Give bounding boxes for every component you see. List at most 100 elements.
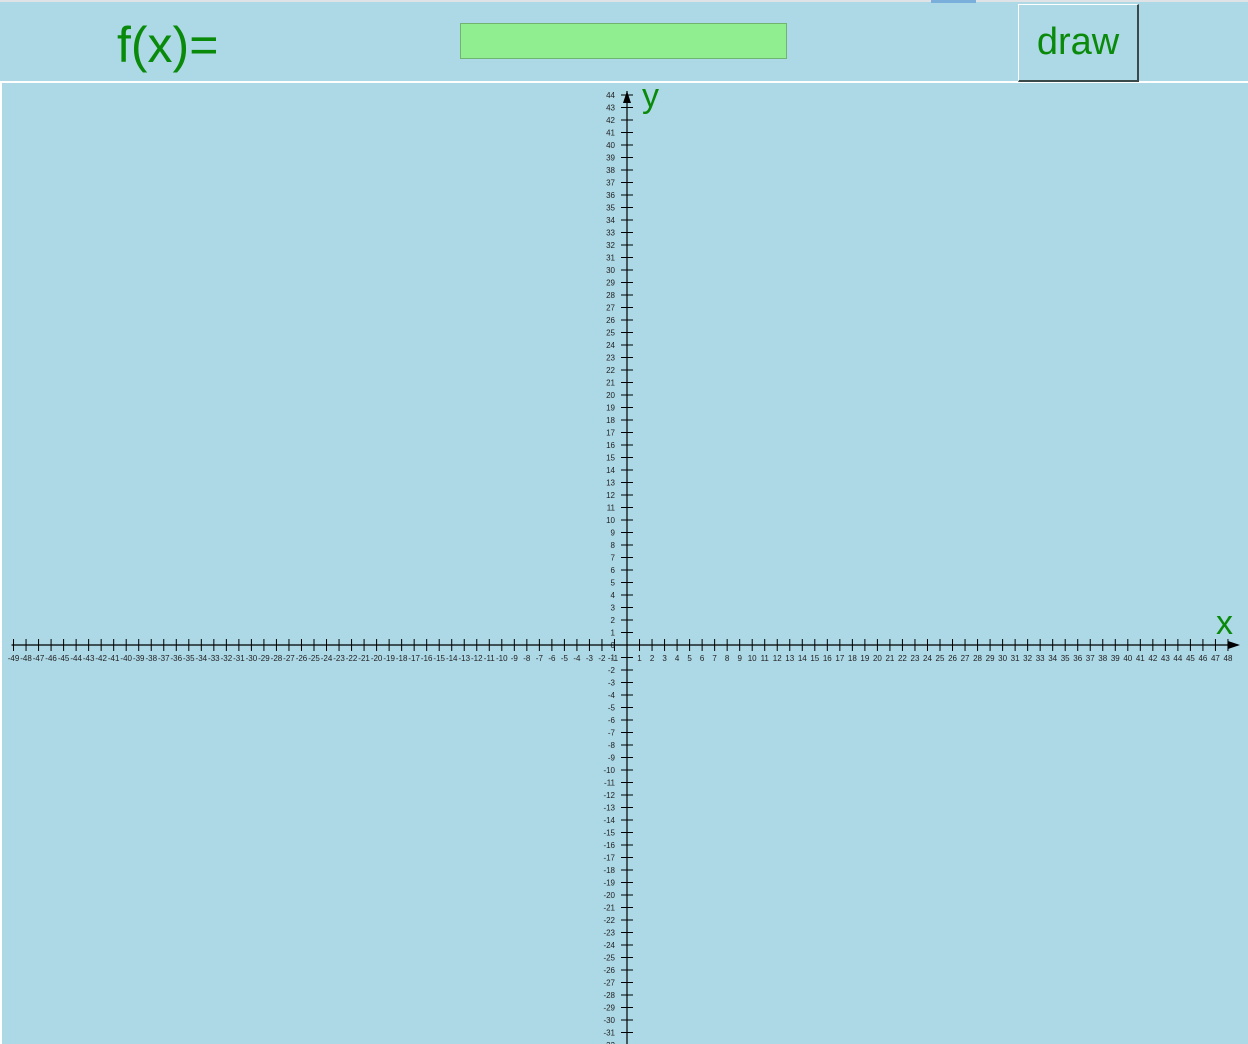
y-tick-label: 9 — [611, 529, 616, 538]
x-tick-label: 19 — [860, 654, 869, 663]
y-tick-label: 3 — [611, 604, 616, 613]
y-tick-label: 36 — [606, 191, 615, 200]
x-tick-label: 27 — [961, 654, 970, 663]
y-tick-label: 22 — [606, 366, 615, 375]
y-tick-label: 25 — [606, 329, 615, 338]
x-tick-label: 29 — [986, 654, 995, 663]
y-tick-label: -21 — [603, 904, 615, 913]
x-tick-label: -9 — [511, 654, 519, 663]
x-tick-label: 46 — [1198, 654, 1207, 663]
x-tick-label: 30 — [998, 654, 1007, 663]
x-tick-label: 45 — [1186, 654, 1195, 663]
x-tick-label: 9 — [737, 654, 742, 663]
y-tick-label: 16 — [606, 441, 615, 450]
x-tick-label: -13 — [458, 654, 470, 663]
x-tick-label: 2 — [650, 654, 655, 663]
y-tick-label: 8 — [611, 541, 616, 550]
y-axis-arrow — [623, 91, 631, 103]
x-tick-label: -1 — [611, 654, 619, 663]
y-tick-label: -28 — [603, 991, 615, 1000]
x-tick-label: 41 — [1136, 654, 1145, 663]
x-tick-label: 17 — [835, 654, 844, 663]
draw-button[interactable]: draw — [1018, 4, 1139, 82]
x-tick-label: -25 — [308, 654, 320, 663]
window-top-edge — [0, 0, 1248, 2]
x-tick-label: -31 — [233, 654, 245, 663]
y-tick-label: -8 — [608, 741, 616, 750]
x-tick-label: 22 — [898, 654, 907, 663]
x-tick-label: -5 — [561, 654, 569, 663]
x-tick-label: -22 — [346, 654, 358, 663]
x-tick-label: 12 — [773, 654, 782, 663]
y-tick-label: 32 — [606, 241, 615, 250]
x-tick-label: 23 — [911, 654, 920, 663]
x-tick-label: 24 — [923, 654, 932, 663]
x-tick-label: -45 — [58, 654, 70, 663]
x-tick-label: -23 — [333, 654, 345, 663]
x-tick-label: -10 — [496, 654, 508, 663]
coordinate-plane: -49 -48 -47 -46 -45 -44 -43 -42 -41 -40 -39 -38 -37-… — [8, 83, 1240, 1044]
x-tick-label: -3 — [586, 654, 594, 663]
x-tick-label: 31 — [1011, 654, 1020, 663]
x-tick-label: -18 — [396, 654, 408, 663]
x-tick-label: -4 — [573, 654, 581, 663]
y-tick-label: 14 — [606, 466, 615, 475]
x-tick-label: -37 — [158, 654, 170, 663]
x-tick-label: 26 — [948, 654, 957, 663]
y-tick-label: 2 — [611, 616, 616, 625]
x-tick-label: -19 — [383, 654, 395, 663]
function-toolbar: f(x)= draw — [0, 3, 1248, 83]
x-tick-label: -14 — [446, 654, 458, 663]
y-tick-label: -3 — [608, 679, 616, 688]
x-tick-label: 33 — [1036, 654, 1045, 663]
y-tick-label: 39 — [606, 154, 615, 163]
x-tick-label: 28 — [973, 654, 982, 663]
y-tick-label: 23 — [606, 354, 615, 363]
y-tick-label: -23 — [603, 929, 615, 938]
x-tick-label: 1 — [637, 654, 642, 663]
x-tick-label: -36 — [170, 654, 182, 663]
y-tick-label: -29 — [603, 1004, 615, 1013]
x-tick-label: -20 — [371, 654, 383, 663]
y-tick-label: -25 — [603, 954, 615, 963]
y-tick-label: 29 — [606, 279, 615, 288]
x-tick-label: -6 — [548, 654, 556, 663]
y-tick-label: -22 — [603, 916, 615, 925]
x-tick-label: -29 — [258, 654, 270, 663]
y-tick-label: -13 — [603, 804, 615, 813]
y-tick-label: -12 — [603, 791, 615, 800]
x-tick-label: 5 — [687, 654, 692, 663]
x-tick-label: -12 — [471, 654, 483, 663]
y-tick-label: -14 — [603, 816, 615, 825]
function-input[interactable] — [460, 23, 787, 59]
y-tick-label: -7 — [608, 729, 616, 738]
y-tick-label: 42 — [606, 116, 615, 125]
x-tick-label: -49 — [8, 654, 20, 663]
x-tick-label: -44 — [70, 654, 82, 663]
y-tick-label: 24 — [606, 341, 615, 350]
y-tick-label: 44 — [606, 91, 615, 100]
y-tick-label: 5 — [611, 579, 616, 588]
x-tick-label: 37 — [1086, 654, 1095, 663]
y-tick-label: 21 — [606, 379, 615, 388]
y-tick-label: -11 — [604, 779, 616, 788]
x-tick-label: -15 — [433, 654, 445, 663]
x-tick-label: -35 — [183, 654, 195, 663]
x-tick-label: -21 — [358, 654, 370, 663]
x-tick-label: -32 — [221, 654, 233, 663]
y-tick-label: -18 — [603, 866, 615, 875]
y-tick-label: -16 — [603, 841, 615, 850]
x-tick-label: -24 — [321, 654, 333, 663]
x-tick-label: 32 — [1023, 654, 1032, 663]
x-tick-label: 48 — [1224, 654, 1233, 663]
y-tick-label: 43 — [606, 104, 615, 113]
x-tick-label: 8 — [725, 654, 730, 663]
x-tick-label: 21 — [885, 654, 894, 663]
graph-canvas[interactable]: -49 -48 -47 -46 -45 -44 -43 -42 -41 -40 -39 -38 -37-… — [0, 83, 1248, 1044]
y-tick-label: -2 — [608, 666, 616, 675]
x-tick-label: 43 — [1161, 654, 1170, 663]
y-tick-label: 13 — [606, 479, 615, 488]
x-tick-label: 25 — [936, 654, 945, 663]
y-tick-label: -1 — [608, 654, 616, 663]
y-tick-label: -4 — [608, 691, 616, 700]
